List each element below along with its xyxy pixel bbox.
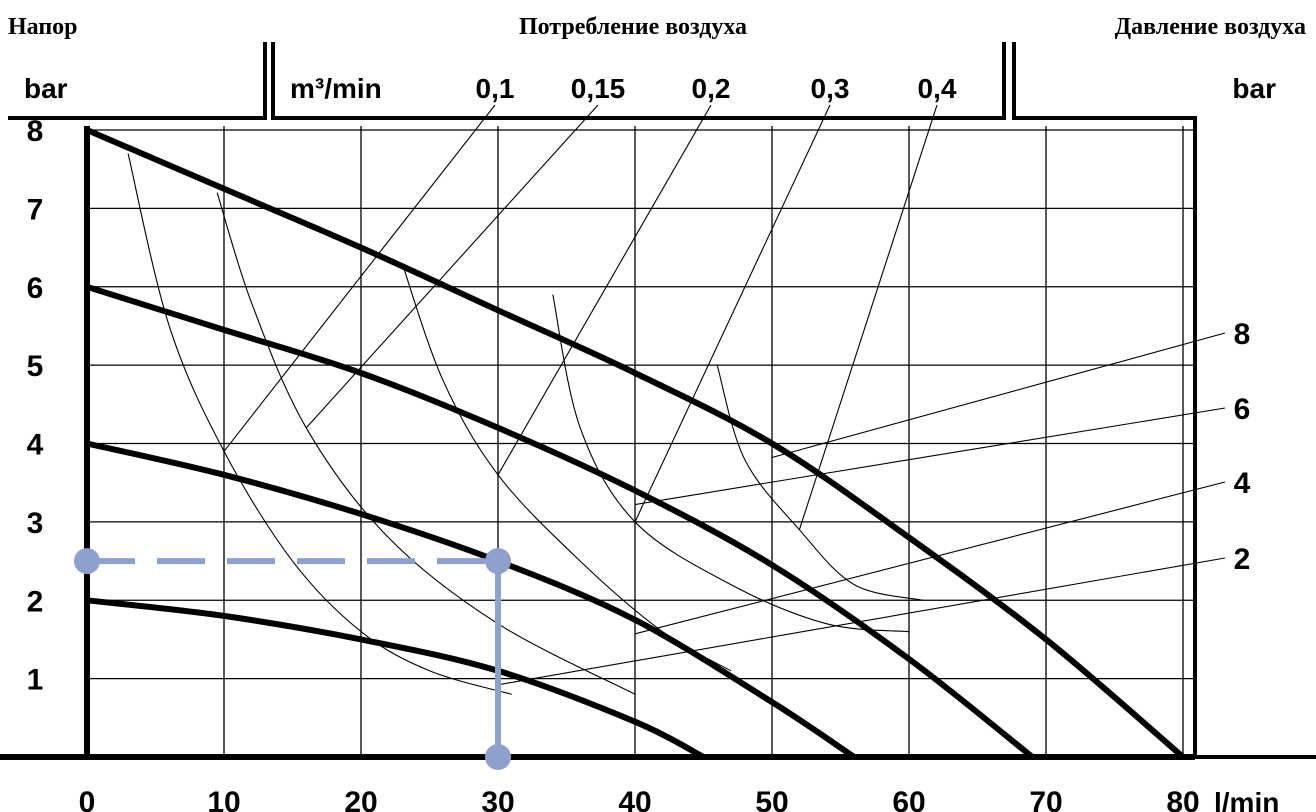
air-consumption-label: 0,2 <box>692 73 731 104</box>
x-tick-label: 70 <box>1029 786 1062 812</box>
y-tick-label: 7 <box>27 193 44 226</box>
y-tick-label: 6 <box>27 272 44 305</box>
consumption-unit-label: m³/min <box>290 73 382 104</box>
air-consumption-label: 0,15 <box>571 73 626 104</box>
air-consumption-lines: 0,1 0,15 0,2 0,3 0,4 <box>127 73 957 695</box>
y-tick-label: 8 <box>27 115 44 148</box>
grid <box>87 126 1195 757</box>
x-tick-label: 50 <box>755 786 788 812</box>
air-consumption-line <box>127 153 512 695</box>
air-consumption-leader <box>634 104 831 523</box>
pressure-curve-8 <box>84 127 1186 760</box>
pressure-label: 2 <box>1234 543 1251 576</box>
x-tick-label: 80 <box>1166 786 1199 812</box>
y-tick-label: 3 <box>27 507 44 540</box>
header-center: Потребление воздуха <box>519 14 747 40</box>
air-consumption-leader <box>223 104 496 452</box>
pressure-label: 8 <box>1234 318 1251 351</box>
left-unit-label: bar <box>24 73 68 104</box>
air-consumption-label: 0,3 <box>811 73 850 104</box>
x-tick-label: 20 <box>344 786 377 812</box>
x-tick-label: 60 <box>892 786 925 812</box>
y-tick-label: 1 <box>27 664 44 697</box>
left-unit-box <box>8 42 267 120</box>
pressure-leader <box>634 407 1226 506</box>
x-tick-label: 40 <box>618 786 651 812</box>
air-consumption-line <box>401 263 732 672</box>
example-reading <box>74 548 511 770</box>
x-axis-label: l/min <box>1214 787 1279 812</box>
example-dot <box>485 548 511 575</box>
example-dot-y <box>74 548 100 575</box>
air-consumption-label: 0,1 <box>476 73 515 104</box>
right-unit-box <box>1012 42 1316 759</box>
y-tick-label: 2 <box>27 585 44 618</box>
air-consumption-label: 0,4 <box>918 73 957 104</box>
x-tick-label: 10 <box>207 786 240 812</box>
air-consumption-line <box>716 364 923 601</box>
right-unit-label: bar <box>1232 73 1276 104</box>
header-left: Напор <box>8 14 78 40</box>
y-tick-label: 4 <box>27 429 44 462</box>
air-consumption-line <box>216 192 636 695</box>
x-tick-label: 0 <box>79 786 96 812</box>
x-tick-label: 30 <box>481 786 514 812</box>
pressure-label: 4 <box>1234 467 1251 500</box>
air-consumption-leader <box>798 104 938 530</box>
pressure-leader <box>634 481 1226 635</box>
example-dot-x <box>485 744 511 770</box>
air-consumption-leader <box>305 104 599 429</box>
air-consumption-leader <box>497 104 712 476</box>
tick-labels: 0 10 20 30 40 50 60 70 80 1 2 3 4 5 6 7 8 <box>27 115 1200 812</box>
pressure-curve-6 <box>84 283 1036 760</box>
header-right: Давление воздуха <box>1115 14 1306 40</box>
air-consumption-line <box>552 294 910 633</box>
pressure-curve-2 <box>84 597 707 760</box>
pressure-label: 6 <box>1234 393 1251 426</box>
y-tick-label: 5 <box>27 350 44 383</box>
consumption-box <box>271 42 1006 120</box>
pressure-leader <box>771 332 1226 459</box>
